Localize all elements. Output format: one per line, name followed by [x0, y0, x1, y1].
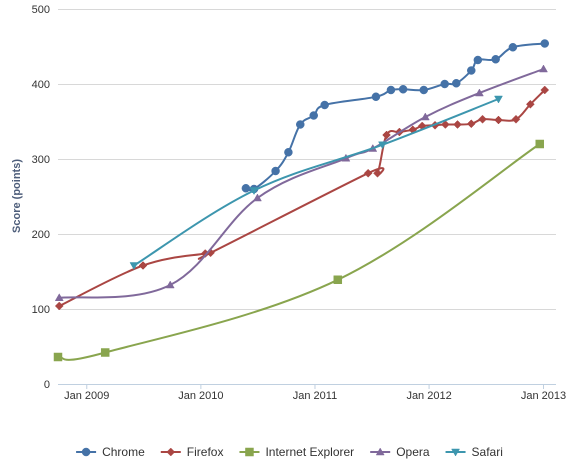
series-layer [53, 39, 550, 362]
series-opera [54, 64, 548, 301]
data-point-firefox [511, 114, 521, 124]
legend-swatch-marker [81, 447, 91, 457]
y-tick-label: 200 [32, 229, 50, 241]
data-point-chrome [491, 55, 500, 64]
data-point-chrome [320, 100, 329, 110]
data-point-safari [129, 262, 139, 271]
data-point-chrome [508, 43, 518, 52]
y-tick-label: 300 [32, 154, 50, 166]
legend-label: Firefox [187, 445, 224, 459]
series-chrome [241, 39, 549, 194]
data-point-firefox [440, 120, 450, 129]
data-point-chrome [309, 111, 318, 120]
data-point-chrome [473, 55, 483, 65]
legend-item-safari[interactable]: Safari [445, 445, 503, 459]
series-line-safari [133, 98, 500, 267]
data-point-internet-explorer [333, 275, 343, 284]
data-point-chrome [296, 120, 305, 129]
y-tick-label: 0 [44, 379, 50, 391]
legend-label: Internet Explorer [265, 445, 354, 459]
legend-item-chrome[interactable]: Chrome [76, 445, 145, 459]
legend-label: Safari [472, 445, 503, 459]
legend-label: Chrome [102, 445, 145, 459]
data-point-chrome [440, 79, 449, 89]
y-axis-ticks: 0 100 200 300 400 500 [32, 4, 50, 391]
data-point-firefox [494, 115, 503, 125]
data-point-safari [494, 95, 503, 104]
series-internet-explorer [53, 139, 544, 362]
series-safari [129, 95, 503, 271]
data-point-internet-explorer [535, 139, 544, 149]
data-point-firefox [478, 114, 487, 124]
data-point-opera [165, 280, 175, 289]
data-point-firefox [138, 261, 148, 270]
data-point-safari [378, 141, 387, 150]
data-point-safari [249, 187, 259, 196]
data-point-chrome [540, 39, 549, 48]
gridlines [58, 9, 556, 385]
x-axis-ticks: Jan 2009 Jan 2010 Jan 2011 Jan 2012 Jan 2013 [64, 384, 566, 402]
data-point-opera [539, 64, 548, 73]
x-tick-label: Jan 2010 [178, 390, 223, 402]
x-tick-label: Jan 2011 [293, 390, 337, 402]
series-line-internet-explorer [57, 143, 541, 361]
data-point-firefox [54, 301, 64, 311]
series-line-chrome [244, 42, 546, 192]
data-point-chrome [284, 148, 293, 157]
data-point-firefox [540, 85, 550, 95]
data-point-internet-explorer [53, 352, 63, 362]
y-tick-label: 400 [32, 79, 50, 91]
legend-item-internet-explorer[interactable]: Internet Explorer [239, 445, 354, 459]
data-point-opera [54, 293, 64, 301]
legend: Chrome Firefox Internet Explorer Opera Safar… [76, 445, 503, 459]
x-tick-label: Jan 2009 [64, 390, 109, 402]
data-point-chrome [241, 184, 251, 193]
data-point-firefox [466, 119, 476, 129]
legend-item-firefox[interactable]: Firefox [160, 445, 224, 459]
legend-swatch-marker [166, 447, 176, 457]
legend-swatch-marker [245, 447, 254, 457]
x-tick-label: Jan 2012 [406, 390, 451, 402]
y-tick-label: 500 [32, 4, 50, 16]
legend-item-opera[interactable]: Opera [370, 445, 430, 459]
data-point-internet-explorer [100, 348, 110, 357]
data-point-chrome [419, 85, 429, 95]
data-point-firefox [373, 168, 382, 178]
data-point-chrome [386, 85, 396, 95]
data-point-chrome [452, 79, 461, 88]
data-point-chrome [371, 92, 381, 101]
data-point-chrome [271, 166, 280, 176]
data-point-firefox [526, 99, 535, 109]
legend-swatch-marker [451, 448, 460, 457]
data-point-firefox [363, 168, 373, 178]
data-point-opera [253, 193, 262, 202]
data-point-firefox [382, 130, 391, 140]
data-point-firefox [453, 120, 462, 129]
legend-label: Opera [396, 445, 430, 459]
series-firefox [54, 85, 550, 311]
data-point-opera [420, 112, 430, 121]
data-point-opera [474, 88, 484, 97]
x-tick-label: Jan 2013 [521, 390, 566, 402]
data-point-chrome [398, 85, 408, 94]
y-axis-title: Score (points) [11, 159, 23, 233]
y-tick-label: 100 [32, 304, 50, 316]
data-point-chrome [467, 66, 476, 75]
legend-swatch-marker [375, 447, 385, 456]
